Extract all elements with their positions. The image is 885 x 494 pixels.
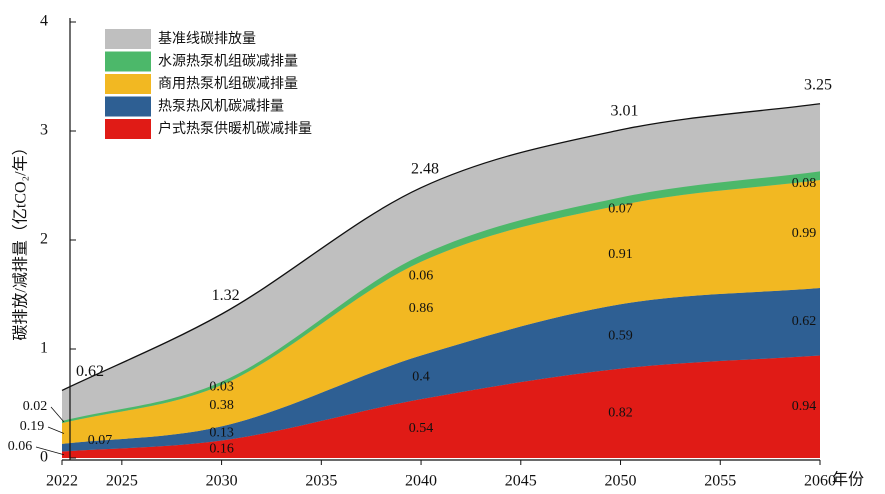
data-label: 0.03 — [209, 380, 234, 395]
baseline-line — [61, 103, 821, 392]
data-label: 0.16 — [209, 441, 234, 456]
x-tick-label: 2040 — [405, 473, 437, 490]
data-label: 0.91 — [608, 247, 633, 262]
stack-area — [62, 180, 820, 444]
legend-swatch — [105, 119, 151, 139]
total-label: 3.25 — [804, 76, 832, 93]
legend-label: 水源热泵机组碳减排量 — [158, 54, 298, 70]
data-label: 0.86 — [409, 301, 434, 316]
stack-area — [62, 355, 820, 458]
data-label: 0.07 — [88, 433, 113, 448]
data-label: 0.08 — [792, 176, 817, 191]
legend-swatch — [105, 74, 151, 94]
y-tick-label: 0 — [40, 449, 48, 466]
y-tick-label: 1 — [40, 340, 48, 357]
data-label: 0.06 — [409, 269, 434, 284]
x-tick-label: 2055 — [704, 473, 736, 490]
y-tick-label: 3 — [40, 122, 48, 139]
data-label: 0.02 — [23, 399, 48, 414]
legend-swatch — [105, 96, 151, 117]
legend-swatch — [105, 51, 151, 72]
leader-line — [35, 446, 65, 456]
data-label: 0.13 — [209, 426, 234, 441]
x-tick-label: 2022 — [46, 473, 78, 490]
data-label: 0.4 — [412, 370, 430, 385]
data-label: 0.38 — [209, 398, 234, 413]
y-axis-label: 碳排放/减排量（亿tCO₂/年） — [12, 139, 30, 340]
x-tick-label: 2030 — [206, 473, 238, 490]
x-axis-label: 年份 — [832, 471, 864, 489]
x-tick-label: 2035 — [305, 473, 337, 490]
y-tick-label: 4 — [40, 13, 48, 30]
legend-label: 热泵热风机碳减排量 — [158, 99, 284, 115]
legend-label: 基准线碳排放量 — [158, 30, 256, 47]
data-label: 0.19 — [20, 419, 45, 434]
data-label: 0.54 — [409, 421, 434, 436]
total-label: 3.01 — [611, 103, 639, 120]
y-tick-label: 2 — [40, 231, 48, 248]
data-label: 0.99 — [792, 226, 817, 241]
stack-area — [62, 287, 820, 452]
leader-line — [50, 406, 65, 423]
x-tick-label: 2045 — [505, 473, 537, 490]
legend-label: 商用热泵机组碳减排量 — [158, 76, 298, 92]
x-tick-label: 2050 — [605, 473, 637, 490]
data-label: 0.62 — [792, 314, 817, 329]
total-label: 0.62 — [76, 363, 104, 380]
x-tick-label: 2025 — [106, 473, 138, 490]
data-label: 0.59 — [608, 329, 633, 344]
x-tick-label: 2060 — [804, 473, 836, 490]
total-label: 1.32 — [212, 287, 240, 304]
data-label: 0.07 — [608, 202, 633, 217]
data-label: 0.06 — [8, 439, 33, 454]
data-label: 0.94 — [792, 399, 817, 414]
data-label: 0.82 — [608, 406, 633, 421]
total-label: 2.48 — [411, 160, 439, 177]
legend-label: 户式热泵供暖机碳减排量 — [158, 120, 312, 137]
legend-swatch — [105, 29, 151, 49]
leader-line — [47, 426, 65, 434]
